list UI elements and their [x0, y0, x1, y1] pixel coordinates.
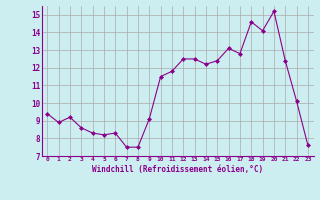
X-axis label: Windchill (Refroidissement éolien,°C): Windchill (Refroidissement éolien,°C): [92, 165, 263, 174]
